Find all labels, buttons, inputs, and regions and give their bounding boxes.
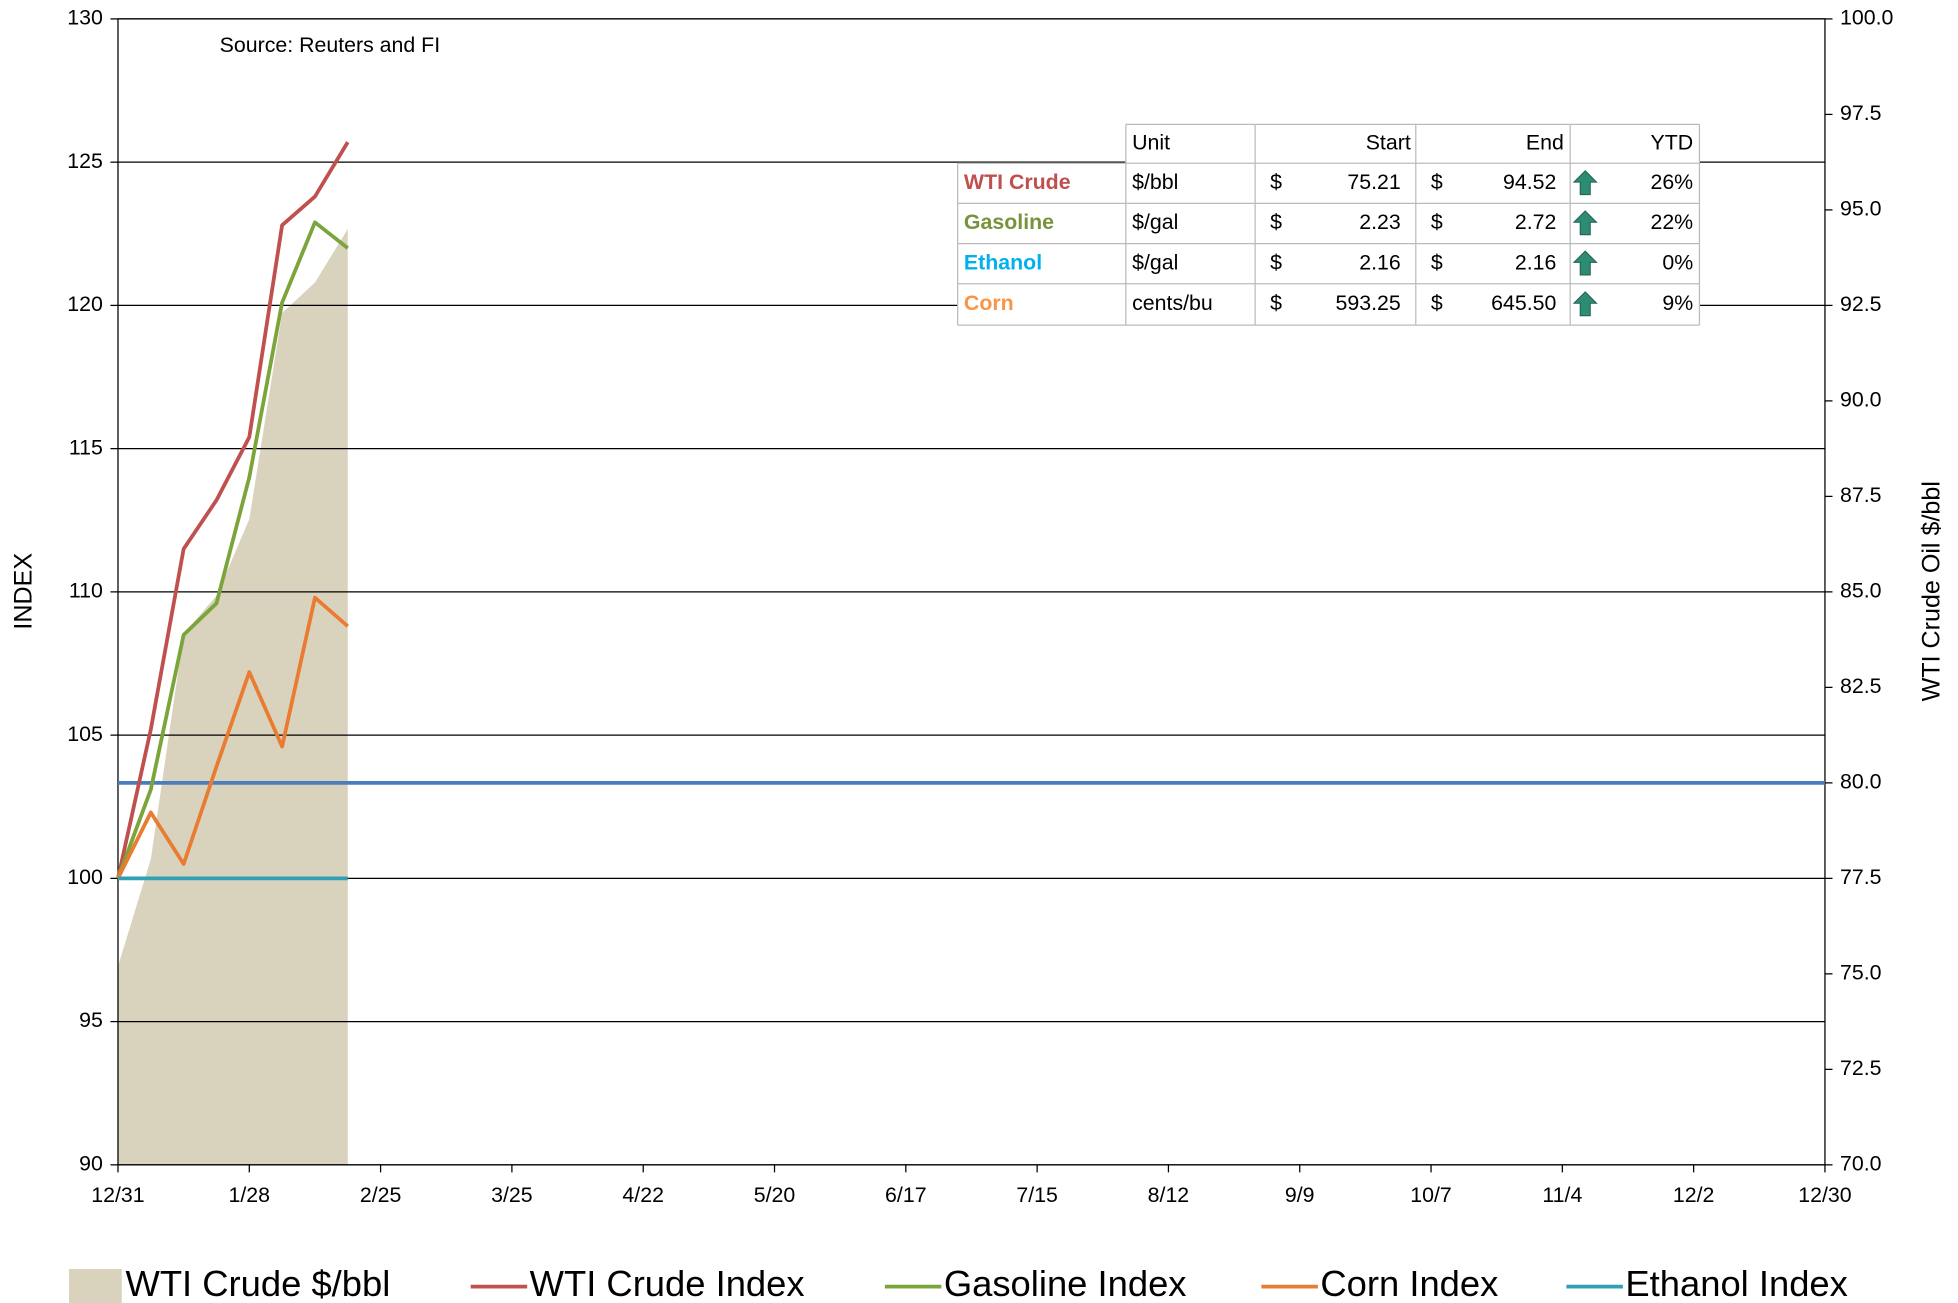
y2-tick-label: 97.5 bbox=[1840, 101, 1882, 125]
x-tick-label: 7/15 bbox=[1016, 1183, 1058, 1207]
table-cell: $ bbox=[1270, 291, 1282, 315]
up-arrow-icon bbox=[1572, 250, 1598, 276]
x-tick-label: 3/25 bbox=[491, 1183, 533, 1207]
x-tick-label: 12/31 bbox=[91, 1183, 144, 1207]
table-cell: cents/bu bbox=[1132, 291, 1213, 315]
y-tick-label: 95 bbox=[79, 1008, 103, 1032]
y-tick-label: 110 bbox=[69, 579, 103, 603]
plot-border bbox=[117, 18, 1826, 1166]
up-arrow-icon bbox=[1572, 291, 1598, 317]
table-cell: 75.21 bbox=[1347, 170, 1400, 194]
table-cell: $ bbox=[1270, 170, 1282, 194]
y-axis-label: INDEX bbox=[10, 553, 38, 630]
table-row-label: WTI Crude bbox=[964, 170, 1071, 194]
legend-item: WTI Crude Index bbox=[470, 1263, 805, 1303]
table-cell: $/gal bbox=[1132, 250, 1178, 274]
table-row-label: Ethanol bbox=[964, 250, 1042, 274]
x-tick-label: 2/25 bbox=[360, 1183, 402, 1207]
x-tick-label: 10/7 bbox=[1410, 1183, 1452, 1207]
legend-item: WTI Crude $/bbl bbox=[69, 1263, 390, 1303]
y-tick-label: 115 bbox=[69, 435, 103, 459]
y2-axis-label: WTI Crude Oil $/bbl bbox=[1918, 481, 1946, 701]
line bbox=[116, 220, 349, 880]
legend-label: Gasoline Index bbox=[944, 1263, 1187, 1303]
table-cell: 22% bbox=[1650, 210, 1693, 234]
y2-tick-label: 92.5 bbox=[1840, 292, 1882, 316]
table-cell: 2.23 bbox=[1359, 210, 1401, 234]
x-tick-label: 11/4 bbox=[1542, 1183, 1582, 1207]
legend-item: Corn Index bbox=[1261, 1263, 1498, 1303]
legend-item: Ethanol Index bbox=[1566, 1263, 1848, 1303]
y-tick-label: 105 bbox=[67, 722, 103, 746]
table-cell: 9% bbox=[1662, 291, 1693, 315]
y2-tick-label: 87.5 bbox=[1840, 483, 1882, 507]
y2-tick-label: 80.0 bbox=[1840, 770, 1882, 794]
x-tick-label: 4/22 bbox=[622, 1183, 664, 1207]
table-cell: $ bbox=[1431, 210, 1443, 234]
table-cell: $ bbox=[1431, 250, 1443, 274]
up-arrow-icon bbox=[1572, 210, 1598, 236]
table-cell: $ bbox=[1270, 250, 1282, 274]
table-cell: 2.16 bbox=[1515, 250, 1557, 274]
y2-tick-label: 75.0 bbox=[1840, 960, 1882, 984]
y2-tick-label: 82.5 bbox=[1840, 674, 1882, 698]
table-cell: 0% bbox=[1662, 250, 1693, 274]
y2-tick-label: 70.0 bbox=[1840, 1151, 1882, 1175]
table-cell: 94.52 bbox=[1503, 170, 1556, 194]
legend-label: WTI Crude $/bbl bbox=[126, 1263, 391, 1303]
table-cell: 26% bbox=[1650, 170, 1693, 194]
x-tick-label: 1/28 bbox=[229, 1183, 271, 1207]
x-tick-label: 12/30 bbox=[1798, 1183, 1852, 1207]
x-tick-label: 9/9 bbox=[1285, 1183, 1315, 1207]
table-cell: 2.72 bbox=[1515, 210, 1557, 234]
table-header: Unit bbox=[1132, 130, 1170, 154]
area bbox=[117, 229, 348, 1165]
y-tick-label: 100 bbox=[67, 865, 103, 889]
legend-item: Gasoline Index bbox=[884, 1263, 1187, 1303]
table-cell: $/gal bbox=[1132, 210, 1178, 234]
x-tick-label: 5/20 bbox=[754, 1183, 796, 1207]
table-bg bbox=[1125, 124, 1700, 164]
table-cell: $ bbox=[1431, 291, 1443, 315]
table-cell: 2.16 bbox=[1359, 250, 1401, 274]
x-tick-label: 8/12 bbox=[1148, 1183, 1190, 1207]
y2-tick-label: 77.5 bbox=[1840, 865, 1882, 889]
y2-tick-label: 72.5 bbox=[1840, 1056, 1882, 1080]
y-tick-label: 90 bbox=[79, 1151, 103, 1175]
line bbox=[116, 141, 350, 879]
table-cell: $ bbox=[1270, 210, 1282, 234]
y-tick-label: 120 bbox=[67, 292, 103, 316]
table-cell: $ bbox=[1431, 170, 1443, 194]
legend-swatch bbox=[69, 1269, 122, 1303]
y2-tick-label: 100.0 bbox=[1840, 6, 1894, 30]
line bbox=[116, 595, 350, 880]
up-arrow-icon bbox=[1572, 170, 1598, 196]
table-cell: 645.50 bbox=[1491, 291, 1556, 315]
annotation: Source: Reuters and FI bbox=[220, 33, 441, 57]
table-header: YTD bbox=[1650, 130, 1693, 154]
x-tick-label: 12/2 bbox=[1673, 1183, 1715, 1207]
table-header: End bbox=[1526, 130, 1564, 154]
legend-label: Corn Index bbox=[1320, 1263, 1498, 1303]
legend-label: Ethanol Index bbox=[1625, 1263, 1847, 1303]
table-row-label: Gasoline bbox=[964, 210, 1054, 234]
table-header: Start bbox=[1366, 130, 1411, 154]
y2-tick-label: 85.0 bbox=[1840, 579, 1882, 603]
y-tick-label: 130 bbox=[67, 6, 103, 30]
y2-tick-label: 90.0 bbox=[1840, 388, 1882, 412]
legend-label: WTI Crude Index bbox=[530, 1263, 805, 1303]
table-cell: $/bbl bbox=[1132, 170, 1178, 194]
x-tick-label: 6/17 bbox=[885, 1183, 927, 1207]
table-row-label: Corn bbox=[964, 291, 1014, 315]
y2-tick-label: 95.0 bbox=[1840, 197, 1882, 221]
table-cell: 593.25 bbox=[1335, 291, 1400, 315]
y-tick-label: 125 bbox=[67, 149, 103, 173]
